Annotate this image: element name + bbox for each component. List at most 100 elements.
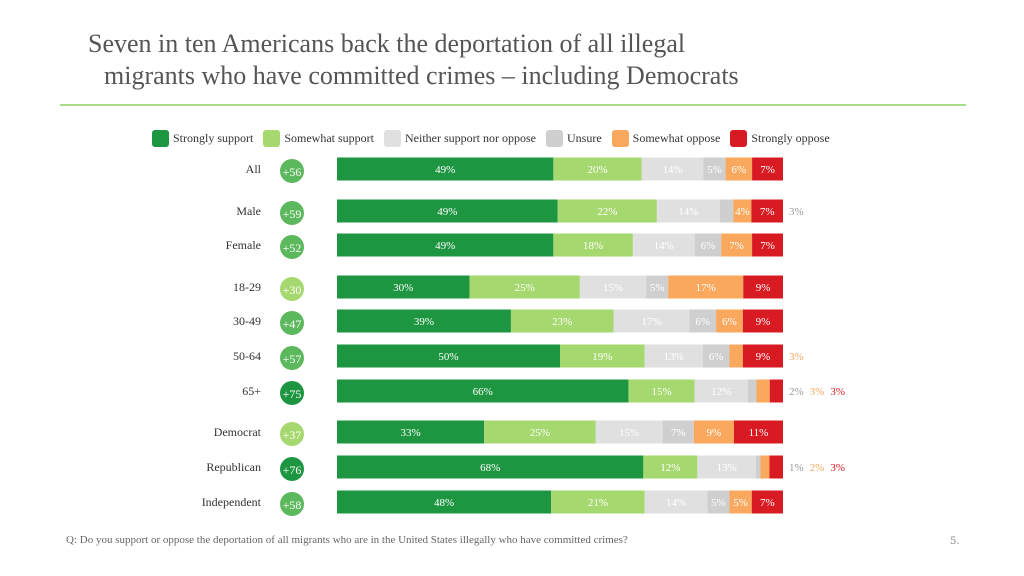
bar-segment	[707, 490, 730, 514]
row-label: All	[246, 162, 262, 176]
data-label: 7%	[760, 206, 775, 218]
bar-segment	[656, 199, 720, 223]
row-label: Democrat	[214, 425, 262, 439]
bar-segment	[729, 490, 752, 514]
bar-segment	[752, 233, 783, 257]
row-label: Female	[226, 238, 261, 252]
data-label: 39%	[414, 316, 434, 328]
legend-label: Somewhat oppose	[632, 131, 721, 145]
data-label: 13%	[664, 351, 684, 363]
bar-segment	[725, 157, 753, 181]
net-badge	[280, 422, 304, 446]
title-divider	[60, 104, 966, 106]
bar-segment	[646, 275, 669, 299]
data-label: 12%	[711, 386, 731, 398]
bar-segment	[557, 199, 657, 223]
page-title: Seven in ten Americans back the deportat…	[88, 29, 739, 90]
data-label: 13%	[717, 462, 737, 474]
bar-segment	[595, 420, 663, 444]
bar-segment	[716, 309, 743, 333]
row-label: Independent	[202, 495, 262, 509]
bar-segment	[689, 309, 717, 333]
legend-swatch	[730, 130, 748, 147]
bar-segment	[733, 420, 783, 444]
legend-swatch	[152, 130, 169, 147]
net-badge	[280, 492, 304, 516]
bar-segment	[551, 490, 645, 514]
data-label: 9%	[756, 316, 771, 328]
data-label: 21%	[588, 497, 608, 509]
legend-item: Strongly oppose	[730, 130, 830, 147]
net-value: +37	[283, 428, 302, 442]
data-label: 9%	[707, 427, 722, 439]
net-value: +52	[283, 241, 302, 255]
bar-segment	[742, 344, 783, 368]
bar-segment	[694, 233, 722, 257]
bar-segment	[742, 309, 783, 333]
bar-segment	[643, 455, 698, 479]
bar-segment	[337, 199, 558, 223]
legend-swatch	[546, 130, 563, 147]
legend-item: Strongly support	[152, 130, 253, 147]
bar-segment	[668, 275, 744, 299]
bar-segment	[553, 157, 642, 181]
bar-segment	[662, 420, 694, 444]
data-label: 2%	[789, 386, 804, 398]
data-label: 25%	[530, 427, 550, 439]
bar-segment	[337, 157, 554, 181]
data-label: 17%	[641, 316, 661, 328]
bar-segment	[613, 309, 690, 333]
data-label: 5%	[733, 497, 748, 509]
data-label: 49%	[435, 164, 455, 176]
data-label: 3%	[789, 206, 804, 218]
bar-segment	[337, 309, 511, 333]
data-label: 11%	[749, 427, 769, 439]
legend-label: Neither support nor oppose	[405, 131, 536, 145]
data-label: 30%	[393, 282, 413, 294]
bar-segment	[697, 455, 756, 479]
bar-segment	[632, 233, 695, 257]
bar-segment	[337, 275, 470, 299]
net-value: +58	[283, 498, 302, 512]
data-label: 7%	[729, 240, 744, 252]
bar-segment	[702, 344, 730, 368]
data-label: 5%	[711, 497, 726, 509]
data-label: 7%	[760, 240, 775, 252]
net-value: +75	[283, 387, 302, 401]
bar-segment	[337, 455, 644, 479]
data-label: 14%	[654, 240, 674, 252]
data-label: 2%	[810, 462, 825, 474]
data-label: 4%	[735, 206, 750, 218]
bar-segment	[644, 490, 708, 514]
bar-segment	[560, 344, 645, 368]
data-label: 22%	[597, 206, 617, 218]
bar-segment	[628, 379, 695, 403]
data-label: 15%	[603, 282, 623, 294]
row-label: 18-29	[233, 280, 261, 294]
net-badge	[280, 346, 304, 370]
data-label: 33%	[401, 427, 421, 439]
legend: Strongly support Somewhat support Neither …	[152, 130, 834, 147]
bar-segment	[337, 379, 629, 403]
data-label: 5%	[707, 164, 722, 176]
net-badge	[280, 201, 304, 225]
page-number: 5.	[950, 536, 960, 547]
row-label: 30-49	[233, 314, 261, 328]
bar-segment	[484, 420, 596, 444]
bar-segment	[729, 344, 743, 368]
data-label: 49%	[437, 206, 457, 218]
data-label: 7%	[760, 164, 775, 176]
footnote: Q: Do you support or oppose the deportat…	[66, 534, 628, 546]
data-label: 14%	[666, 497, 686, 509]
legend-item: Somewhat support	[263, 130, 374, 147]
net-badge	[280, 457, 304, 481]
row-label: 65+	[242, 384, 261, 398]
bar-segment	[733, 199, 752, 223]
bar-segment	[743, 275, 783, 299]
bar-segment	[337, 344, 560, 368]
net-value: +57	[283, 352, 302, 366]
legend-label: Strongly oppose	[751, 131, 830, 145]
net-badge	[280, 277, 304, 301]
data-label: 48%	[434, 497, 454, 509]
net-value: +59	[283, 207, 302, 221]
